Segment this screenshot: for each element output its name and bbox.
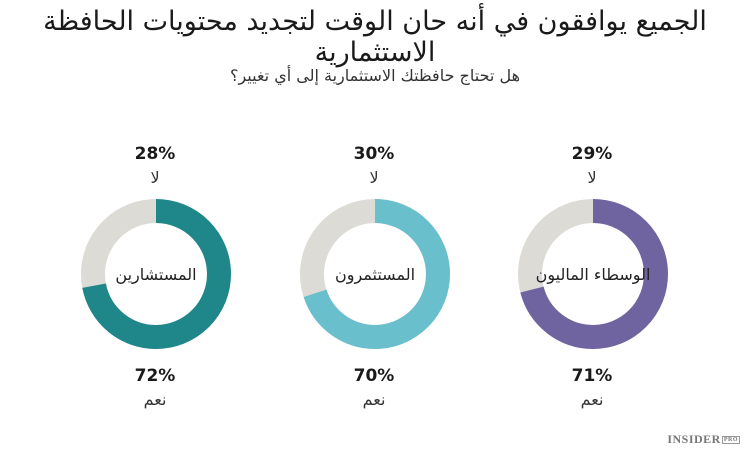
- yes-label: نعم: [143, 390, 167, 409]
- donut-panel-investors: 30% لا المستثمرون 70% نعم: [264, 140, 484, 420]
- no-percentage: 28%: [134, 144, 176, 164]
- chart-title: الجميع يوافقون في أنه حان الوقت لتجديد م…: [43, 6, 707, 68]
- donut-panel-brokers: 29% لا الوسطاء الماليون 71% نعم: [482, 140, 702, 420]
- donut-chart-investors: [300, 199, 450, 349]
- yes-percentage: 72%: [134, 366, 176, 386]
- chart-subtitle: هل تحتاج حافظتك الاستثمارية إلى أي تغيير…: [229, 66, 521, 85]
- donut-chart-advisors: [81, 199, 231, 349]
- yes-label: نعم: [362, 390, 386, 409]
- yes-percentage: 70%: [353, 366, 395, 386]
- logo-suffix: PRO: [721, 436, 740, 445]
- no-label: لا: [587, 168, 597, 187]
- yes-segment: [81, 199, 231, 349]
- no-percentage: 29%: [571, 144, 613, 164]
- no-label: لا: [369, 168, 379, 187]
- no-label: لا: [150, 168, 160, 187]
- logo-main: INSIDER: [667, 432, 721, 446]
- donut-panel-advisors: 28% لا المستشارين 72% نعم: [45, 140, 265, 420]
- no-percentage: 30%: [353, 144, 395, 164]
- yes-segment: [518, 199, 668, 349]
- insider-pro-logo: INSIDER PRO: [667, 432, 740, 447]
- yes-percentage: 71%: [571, 366, 613, 386]
- donut-chart-brokers: [518, 199, 668, 349]
- segment-name: الوسطاء الماليون: [535, 264, 651, 284]
- segment-name: المستثمرون: [334, 264, 416, 284]
- yes-segment: [300, 199, 450, 349]
- yes-label: نعم: [580, 390, 604, 409]
- segment-name: المستشارين: [115, 264, 197, 284]
